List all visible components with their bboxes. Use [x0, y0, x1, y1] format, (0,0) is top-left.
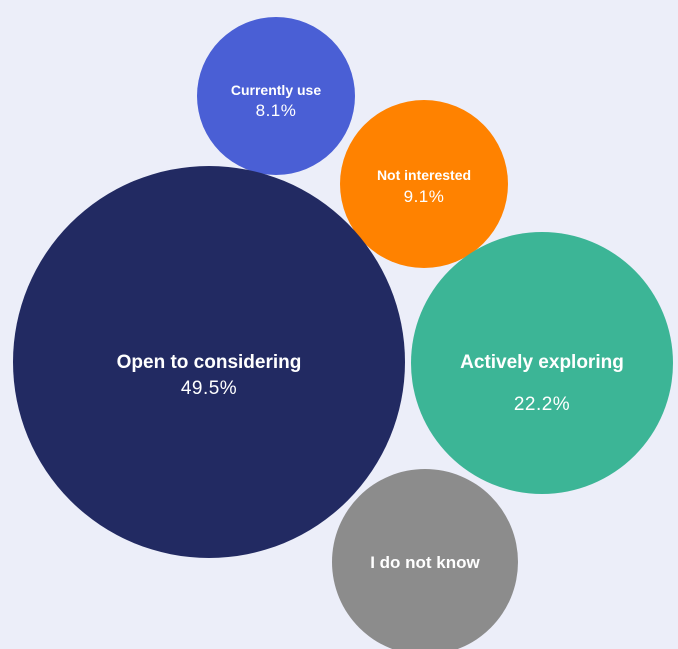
- bubble-actively-exploring-value: 22.2%: [514, 394, 570, 415]
- bubble-i-do-not-know-circle[interactable]: [332, 469, 518, 649]
- bubble-open-to-considering-circle[interactable]: [13, 166, 405, 558]
- bubble-not-interested[interactable]: Not interested 9.1%: [340, 100, 508, 268]
- bubble-not-interested-value: 9.1%: [404, 187, 445, 206]
- bubble-currently-use-circle[interactable]: [197, 17, 355, 175]
- bubble-i-do-not-know-name: I do not know: [370, 553, 480, 572]
- bubble-actively-exploring[interactable]: Actively exploring 22.2%: [411, 232, 673, 494]
- bubble-currently-use-value: 8.1%: [256, 101, 297, 120]
- bubble-actively-exploring-name: Actively exploring: [460, 352, 624, 373]
- bubble-not-interested-circle[interactable]: [340, 100, 508, 268]
- bubble-open-to-considering-name: Open to considering: [117, 352, 302, 373]
- bubble-not-interested-name: Not interested: [377, 167, 471, 183]
- bubble-currently-use[interactable]: Currently use 8.1%: [197, 17, 355, 175]
- bubble-actively-exploring-circle[interactable]: [411, 232, 673, 494]
- bubble-open-to-considering[interactable]: Open to considering 49.5%: [13, 166, 405, 558]
- bubble-currently-use-name: Currently use: [231, 82, 321, 98]
- bubble-i-do-not-know[interactable]: I do not know: [332, 469, 518, 649]
- bubble-open-to-considering-value: 49.5%: [181, 378, 237, 399]
